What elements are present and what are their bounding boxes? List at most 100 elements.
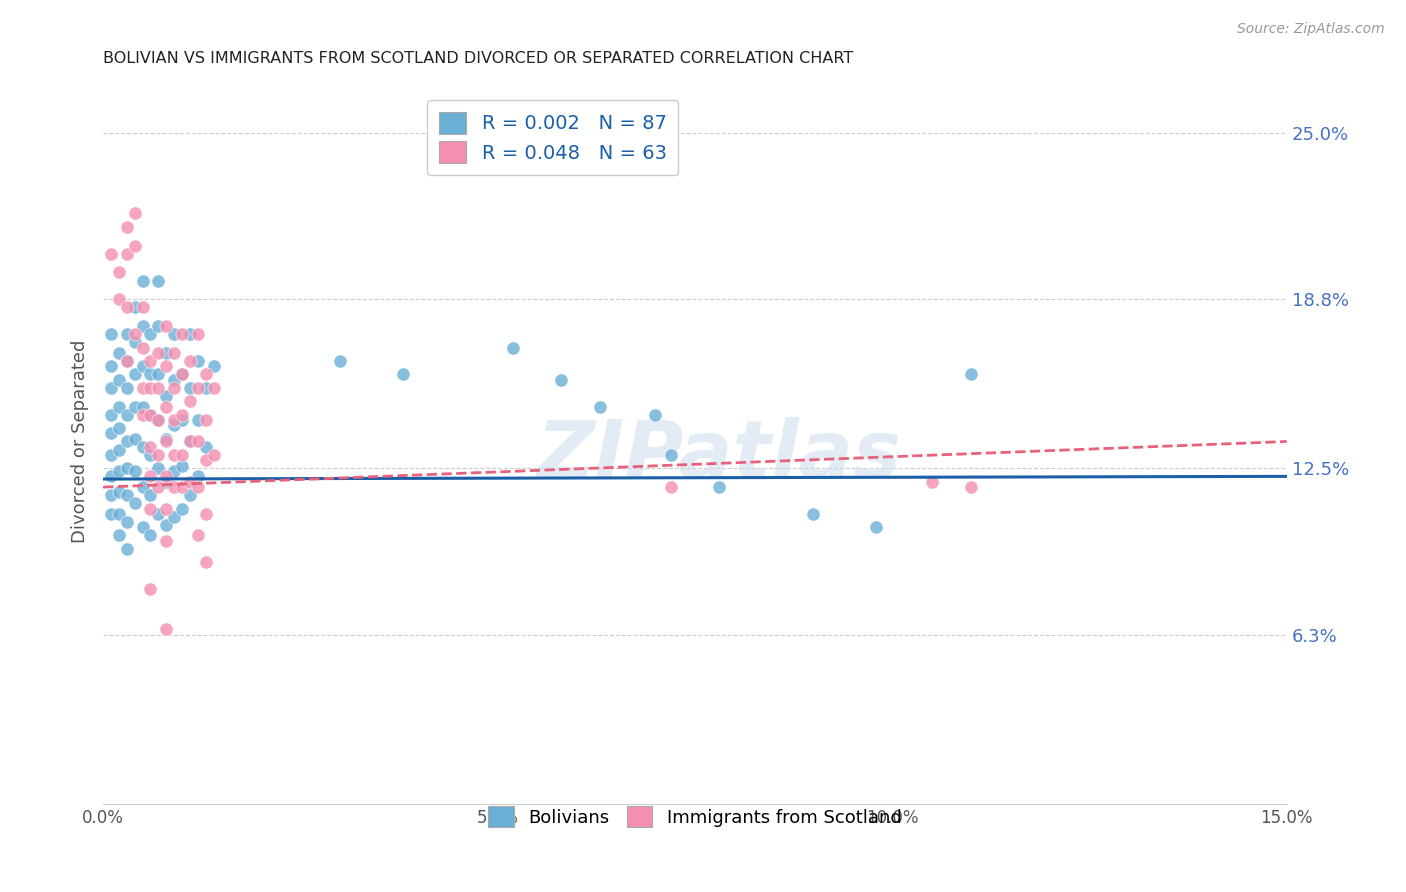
Point [139, 381, 162, 395]
Point [139, 327, 162, 342]
Point [170, 327, 193, 342]
Point [100, 408, 122, 422]
Point [960, 368, 983, 382]
Point [108, 528, 131, 542]
Point [163, 509, 186, 524]
Point [960, 480, 983, 494]
Point [170, 458, 193, 473]
Point [124, 432, 146, 446]
Point [124, 368, 146, 382]
Point [115, 515, 138, 529]
Point [131, 274, 153, 288]
Point [131, 359, 153, 374]
Point [155, 475, 177, 489]
Point [155, 434, 177, 449]
Point [194, 440, 217, 454]
Point [148, 448, 170, 462]
Point [187, 528, 209, 542]
Point [115, 219, 138, 234]
Point [187, 354, 209, 368]
Point [131, 301, 153, 315]
Point [115, 246, 138, 260]
Point [187, 469, 209, 483]
Point [187, 480, 209, 494]
Point [148, 319, 170, 334]
Point [202, 448, 225, 462]
Point [707, 480, 730, 494]
Point [170, 480, 193, 494]
Point [865, 520, 887, 534]
Point [108, 293, 131, 307]
Point [589, 400, 612, 414]
Point [100, 507, 122, 521]
Point [131, 480, 153, 494]
Point [155, 501, 177, 516]
Point [163, 413, 186, 427]
Point [115, 461, 138, 475]
Point [179, 488, 201, 502]
Point [921, 475, 943, 489]
Point [170, 368, 193, 382]
Point [659, 480, 682, 494]
Point [329, 354, 352, 368]
Point [163, 373, 186, 387]
Point [163, 327, 186, 342]
Point [155, 359, 177, 374]
Point [155, 469, 177, 483]
Point [124, 400, 146, 414]
Point [179, 381, 201, 395]
Point [139, 408, 162, 422]
Point [115, 327, 138, 342]
Point [139, 469, 162, 483]
Point [659, 448, 682, 462]
Point [124, 238, 146, 252]
Point [139, 368, 162, 382]
Point [124, 206, 146, 220]
Point [124, 335, 146, 350]
Point [108, 400, 131, 414]
Point [170, 448, 193, 462]
Point [100, 359, 122, 374]
Point [644, 408, 666, 422]
Point [115, 488, 138, 502]
Point [115, 381, 138, 395]
Point [108, 346, 131, 360]
Point [550, 373, 572, 387]
Y-axis label: Divorced or Separated: Divorced or Separated [72, 340, 89, 543]
Point [187, 434, 209, 449]
Point [194, 368, 217, 382]
Point [148, 346, 170, 360]
Point [179, 394, 201, 409]
Point [179, 434, 201, 449]
Point [108, 464, 131, 478]
Point [155, 400, 177, 414]
Point [124, 327, 146, 342]
Point [502, 341, 524, 355]
Point [148, 274, 170, 288]
Point [163, 480, 186, 494]
Text: Source: ZipAtlas.com: Source: ZipAtlas.com [1237, 22, 1385, 37]
Point [179, 354, 201, 368]
Point [148, 507, 170, 521]
Point [148, 461, 170, 475]
Point [108, 421, 131, 435]
Point [139, 408, 162, 422]
Legend: Bolivians, Immigrants from Scotland: Bolivians, Immigrants from Scotland [481, 799, 908, 834]
Point [108, 507, 131, 521]
Point [148, 381, 170, 395]
Point [170, 408, 193, 422]
Point [202, 359, 225, 374]
Point [194, 413, 217, 427]
Point [100, 246, 122, 260]
Point [124, 464, 146, 478]
Point [131, 381, 153, 395]
Point [115, 301, 138, 315]
Point [179, 434, 201, 449]
Point [131, 400, 153, 414]
Point [179, 327, 201, 342]
Point [155, 319, 177, 334]
Point [108, 485, 131, 500]
Point [108, 373, 131, 387]
Point [115, 434, 138, 449]
Point [139, 354, 162, 368]
